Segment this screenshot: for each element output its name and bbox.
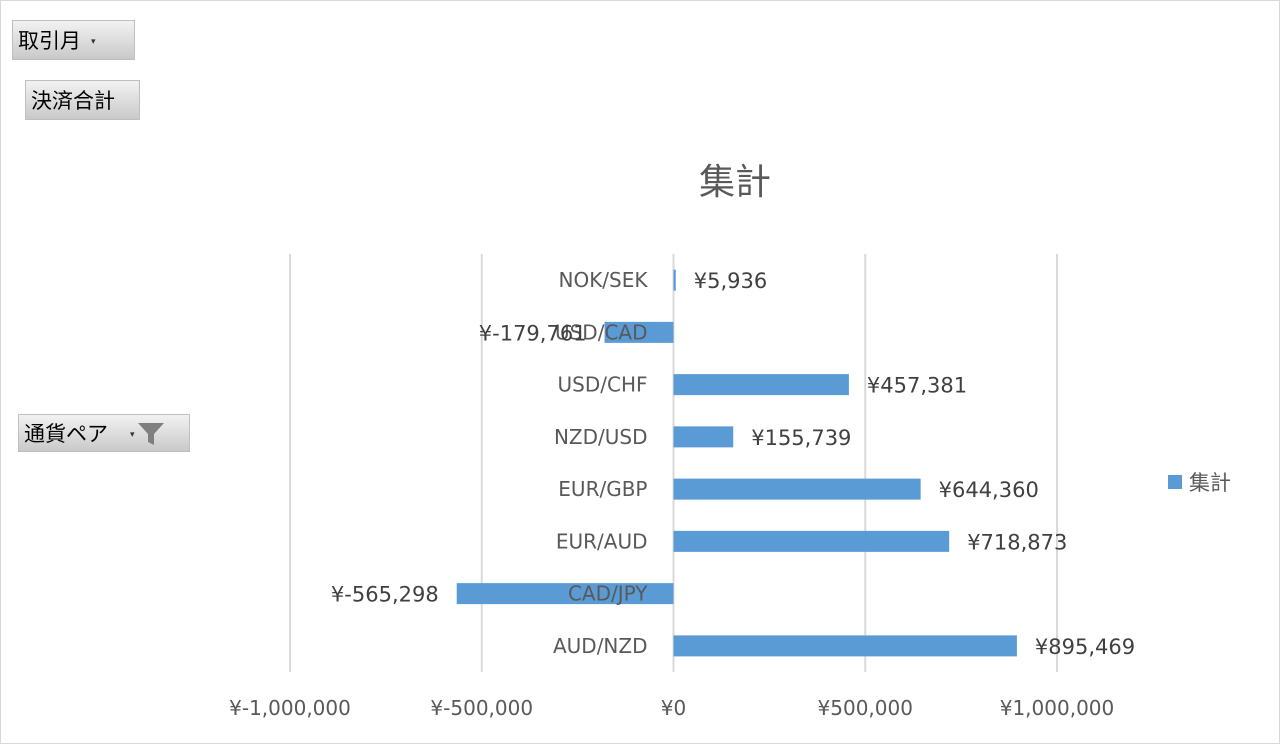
data-label: ¥-179,761 <box>479 321 587 345</box>
category-label: EUR/GBP <box>558 477 647 501</box>
data-labels: ¥5,936 ¥-179,761 ¥457,381 ¥155,739 ¥644,360 ¥… <box>331 269 1135 659</box>
x-tick-label: ¥-1,000,000 <box>229 696 351 720</box>
category-label: EUR/AUD <box>556 529 648 553</box>
x-tick-label: ¥1,000,000 <box>1000 696 1115 720</box>
category-label: AUD/NZD <box>553 634 648 658</box>
x-tick-label: ¥-500,000 <box>430 696 533 720</box>
legend: 集計 <box>1168 471 1231 495</box>
gridlines <box>289 254 1058 672</box>
filter-icon <box>137 423 164 445</box>
bars <box>456 269 1017 657</box>
data-label: ¥155,739 <box>751 426 851 450</box>
category-label: NOK/SEK <box>558 268 648 292</box>
data-label: ¥5,936 <box>694 269 767 293</box>
category-label: NZD/USD <box>554 425 648 449</box>
pair-filter-button[interactable]: 通貨ペア ▾ <box>18 414 190 452</box>
legend-swatch <box>1168 475 1182 489</box>
month-filter-button[interactable]: 取引月 ▾ <box>12 20 135 60</box>
month-filter-label: 取引月 <box>18 29 81 53</box>
bar <box>673 374 849 396</box>
category-label: USD/CAD <box>555 320 648 344</box>
x-tick-label: ¥500,000 <box>818 696 913 720</box>
legend-label: 集計 <box>1189 471 1231 495</box>
bar <box>673 635 1017 657</box>
sum-field-label: 決済合計 <box>31 89 115 113</box>
x-tick-label: ¥0 <box>661 696 686 720</box>
bar <box>604 321 674 343</box>
bar <box>456 583 674 605</box>
dropdown-arrow-icon: ▾ <box>91 37 96 47</box>
data-label: ¥-565,298 <box>331 583 439 607</box>
x-axis-tick-labels: ¥-1,000,000 ¥-500,000 ¥0 ¥500,000 ¥1,000,000 <box>229 696 1114 720</box>
data-label: ¥644,360 <box>939 478 1039 502</box>
pair-filter-label: 通貨ペア <box>24 422 108 446</box>
category-label: USD/CHF <box>558 373 648 397</box>
bar <box>673 478 921 500</box>
sum-field-button[interactable]: 決済合計 <box>25 80 140 120</box>
chart-title: 集計 <box>699 162 771 203</box>
category-label: CAD/JPY <box>568 582 648 606</box>
bar <box>673 426 734 448</box>
category-labels: NOK/SEK USD/CAD USD/CHF NZD/USD EUR/GBP EUR/A… <box>553 268 648 658</box>
bar <box>673 530 950 552</box>
dropdown-arrow-icon: ▾ <box>130 430 135 440</box>
bar <box>673 269 676 291</box>
data-label: ¥457,381 <box>867 374 967 398</box>
data-label: ¥718,873 <box>967 530 1067 554</box>
data-label: ¥895,469 <box>1035 635 1135 659</box>
